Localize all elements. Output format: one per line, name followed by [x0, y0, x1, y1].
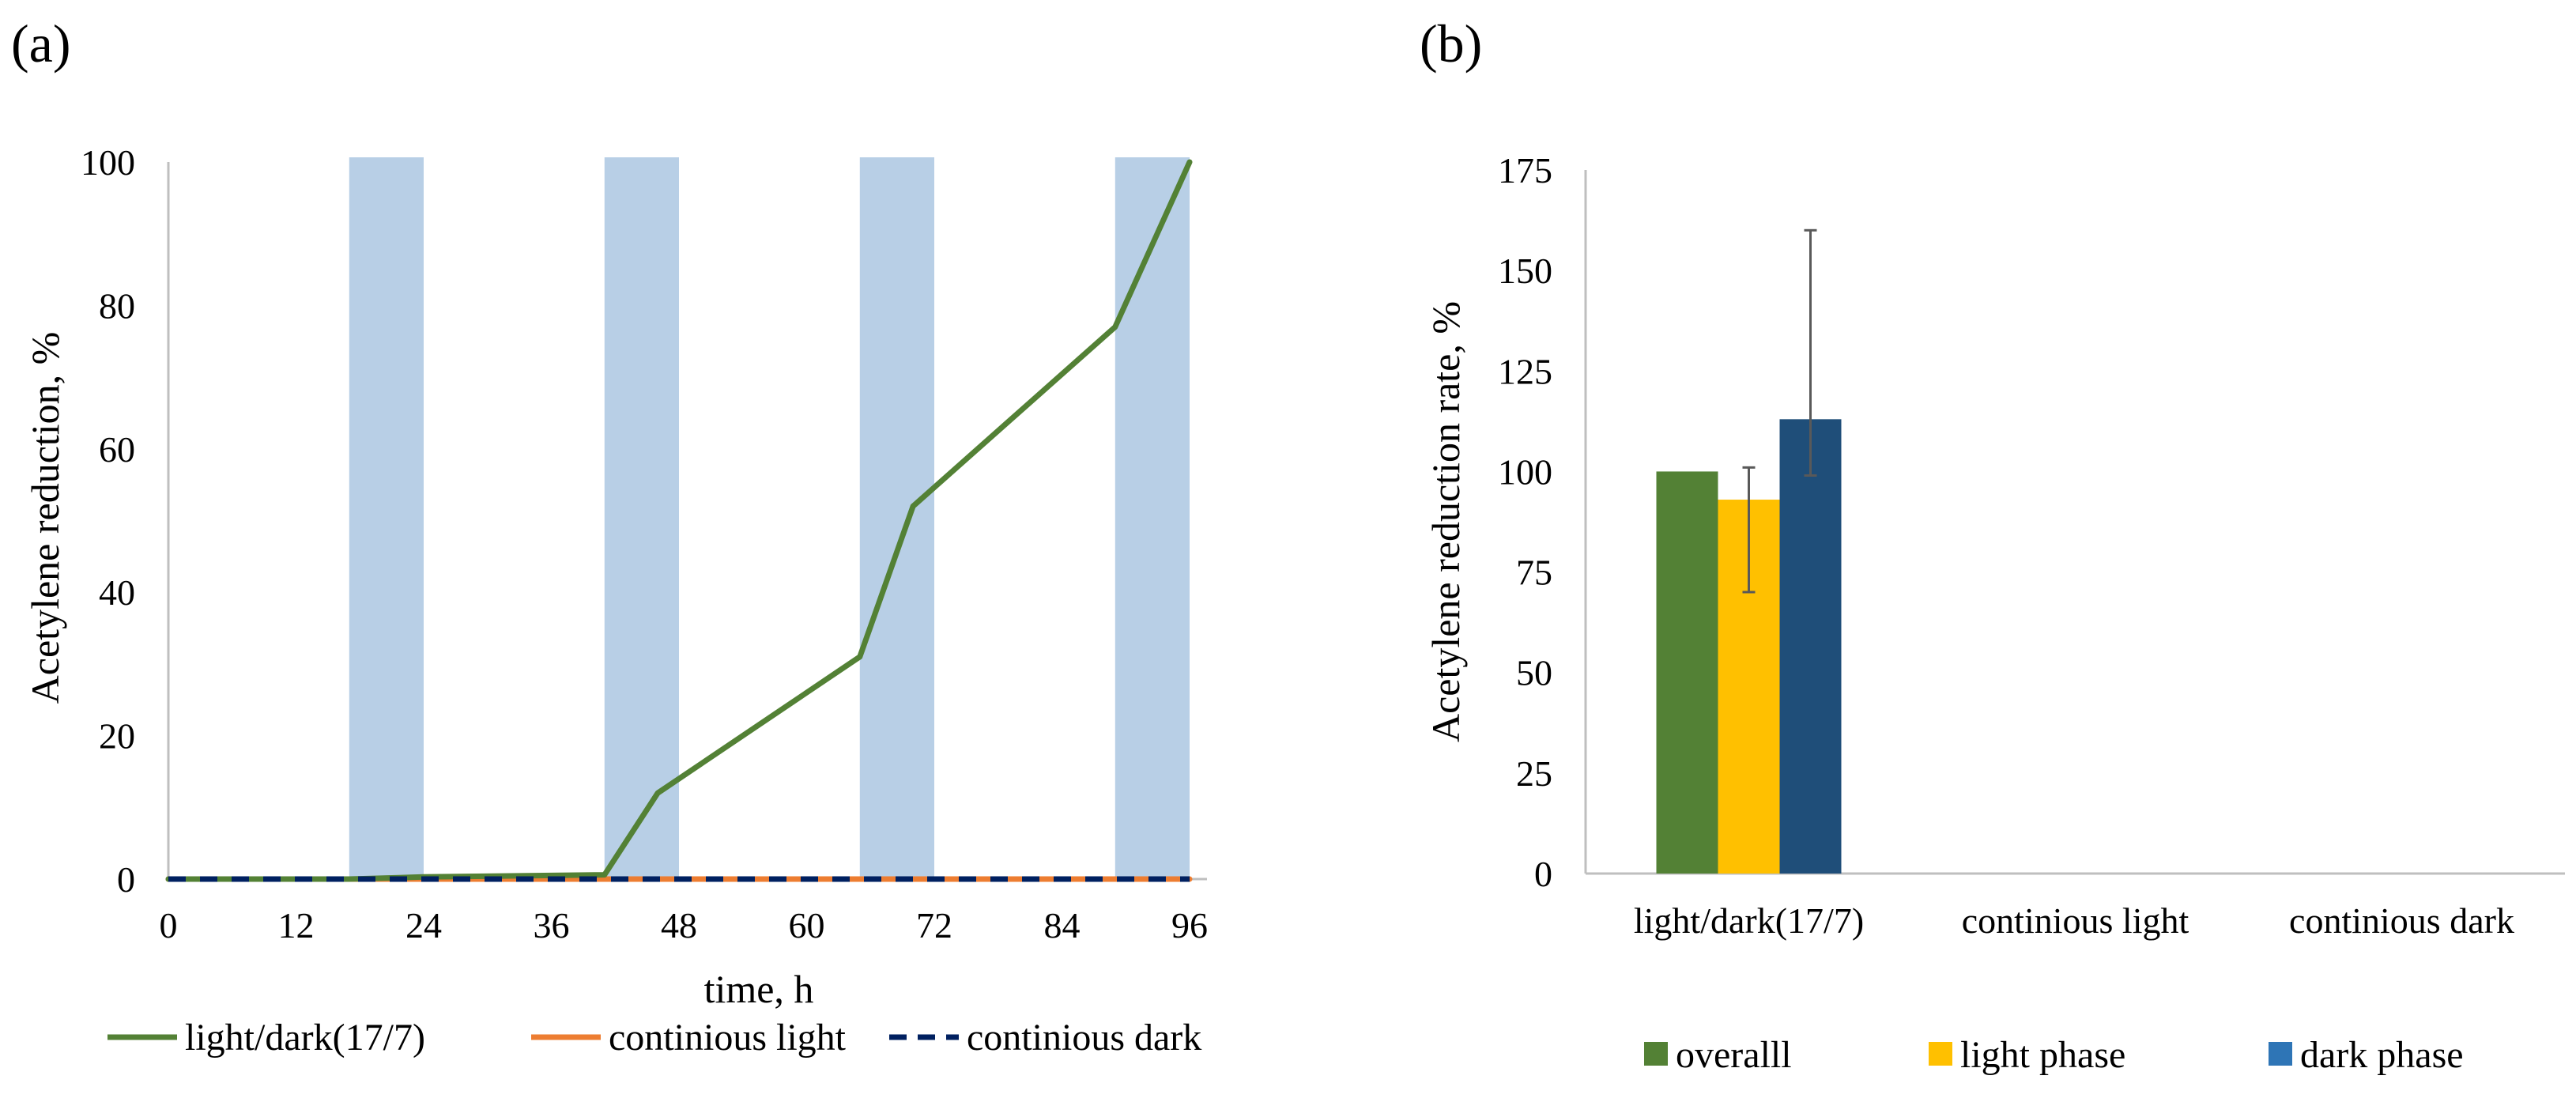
legend-label: continious dark — [967, 1017, 1201, 1059]
x-category-label: continious light — [1962, 900, 2189, 941]
chart-a: (a) 0 20 40 60 80 100 0 12 24 36 48 60 72 84 96 time, … — [11, 13, 1208, 1059]
chart-a-series — [165, 159, 1193, 882]
x-tick-label: 96 — [1171, 905, 1208, 945]
y-tick-label: 25 — [1516, 753, 1552, 794]
y-tick-label: 0 — [117, 859, 135, 900]
chart-b-legend: overalll light phase dark phase — [1644, 1034, 2464, 1076]
legend-label: light/dark(17/7) — [185, 1017, 425, 1059]
dark-period-band — [604, 157, 679, 879]
y-tick-label: 175 — [1498, 150, 1552, 191]
x-tick-label: 48 — [661, 905, 697, 945]
chart-a-x-axis-title: time, h — [704, 967, 814, 1011]
dark-period-bands — [349, 157, 1190, 879]
legend-swatch — [2269, 1042, 2292, 1066]
x-tick-label: 36 — [534, 905, 570, 945]
legend-label: overalll — [1676, 1034, 1792, 1076]
legend-label: continious light — [609, 1017, 847, 1059]
chart-a-tick-labels: 0 20 40 60 80 100 0 12 24 36 48 60 72 84 96 — [81, 142, 1208, 945]
y-tick-label: 40 — [99, 572, 135, 613]
dark-period-band — [349, 157, 424, 879]
chart-b-error-bars — [1742, 228, 1817, 594]
dark-period-band — [859, 157, 934, 879]
y-tick-label: 125 — [1498, 351, 1552, 391]
x-tick-label: 24 — [405, 905, 442, 945]
y-tick-label: 75 — [1516, 553, 1552, 593]
chart-b-tick-labels: 0 25 50 75 100 125 150 175 light/dark(17/7) conti… — [1498, 150, 2514, 941]
bar-dark-phase — [1779, 419, 1842, 874]
y-tick-label: 100 — [1498, 451, 1552, 492]
legend-swatch — [1929, 1042, 1952, 1066]
x-tick-label: 12 — [278, 905, 315, 945]
x-category-label: continious dark — [2289, 900, 2514, 941]
panel-a-label: (a) — [11, 13, 70, 74]
x-tick-label: 0 — [160, 905, 178, 945]
x-tick-label: 84 — [1044, 905, 1081, 945]
chart-b: (b) 0 25 50 75 100 125 150 175 light/dark(17/7) c… — [1420, 13, 2565, 1076]
y-tick-label: 50 — [1516, 653, 1552, 693]
x-category-label: light/dark(17/7) — [1634, 900, 1864, 941]
y-tick-label: 20 — [99, 716, 135, 757]
dark-period-band — [1115, 157, 1190, 879]
chart-b-y-axis-title: Acetylene reduction rate, % — [1424, 301, 1468, 742]
y-tick-label: 150 — [1498, 251, 1552, 291]
x-tick-label: 60 — [789, 905, 825, 945]
y-tick-label: 0 — [1534, 854, 1552, 894]
y-tick-label: 60 — [99, 429, 135, 470]
y-tick-label: 80 — [99, 285, 135, 326]
legend-swatch — [1644, 1042, 1668, 1066]
x-tick-label: 72 — [916, 905, 952, 945]
chart-a-legend: light/dark(17/7) continious light continio… — [107, 1017, 1201, 1059]
legend-label: light phase — [1960, 1034, 2125, 1076]
y-tick-label: 100 — [81, 142, 135, 183]
chart-a-y-axis-title: Acetylene reduction, % — [23, 332, 67, 704]
panel-b-label: (b) — [1420, 13, 1482, 74]
bar-overalll — [1656, 471, 1718, 874]
legend-label: dark phase — [2300, 1034, 2464, 1076]
